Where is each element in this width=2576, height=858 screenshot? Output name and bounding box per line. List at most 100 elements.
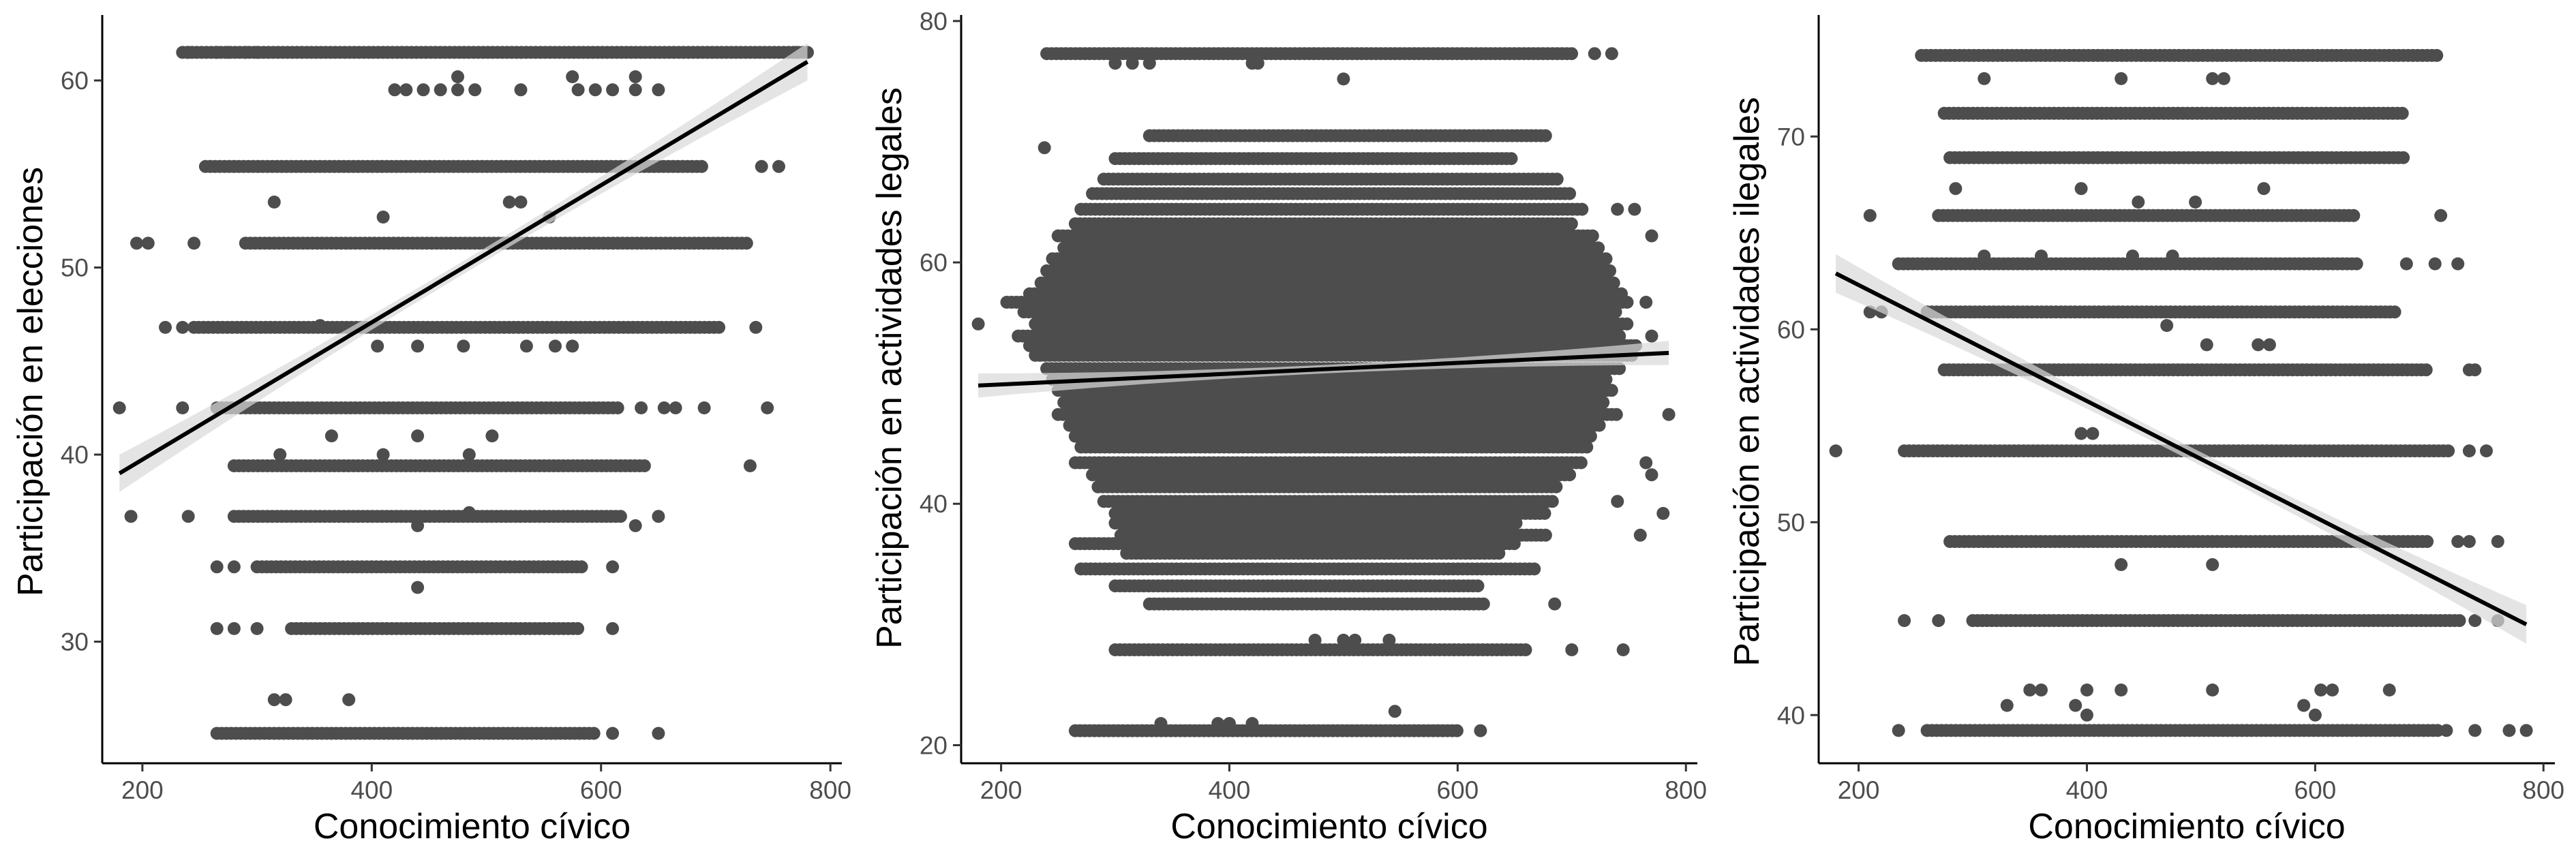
data-point <box>1645 229 1658 243</box>
y-ticks-elections: 30 40 50 60 <box>61 67 102 656</box>
data-point <box>1108 57 1122 70</box>
data-point <box>462 506 476 519</box>
data-point <box>566 70 579 84</box>
y-axis-title-elections: Participación en elecciones <box>11 167 50 596</box>
data-point <box>514 83 528 97</box>
data-point <box>502 196 516 209</box>
data-point <box>1504 152 1518 166</box>
data-point <box>1142 57 1156 70</box>
data-point <box>1565 47 1579 61</box>
x-tick-label: 400 <box>350 776 393 804</box>
data-point <box>1539 528 1552 542</box>
data-point <box>227 622 241 635</box>
data-point <box>1605 47 1618 61</box>
data-point <box>1605 384 1618 397</box>
data-point <box>159 320 172 334</box>
data-point <box>181 46 195 59</box>
x-tick-label: 800 <box>809 776 851 804</box>
data-point <box>587 726 601 740</box>
data-point <box>606 726 620 740</box>
trend-line-elections <box>118 60 809 476</box>
data-point <box>772 159 785 173</box>
data-point <box>628 83 642 97</box>
data-point <box>451 83 464 97</box>
data-point <box>519 339 533 353</box>
data-point <box>416 83 430 97</box>
data-point <box>434 83 447 97</box>
data-point <box>1592 418 1606 432</box>
y-tick-label: 60 <box>61 67 89 95</box>
data-point <box>761 401 774 414</box>
y-tick-label: 40 <box>61 441 89 469</box>
data-point <box>1645 468 1658 482</box>
data-point <box>342 693 356 707</box>
data-point <box>549 339 562 353</box>
data-point <box>371 339 384 353</box>
data-point <box>267 196 281 209</box>
data-point <box>1645 329 1658 343</box>
data-point <box>1662 408 1676 421</box>
data-point <box>743 459 757 472</box>
data-point <box>273 448 287 461</box>
data-point <box>388 83 401 97</box>
data-point <box>222 46 235 59</box>
data-point <box>637 459 651 472</box>
data-point <box>1633 528 1647 542</box>
data-point <box>566 339 579 353</box>
data-point <box>457 339 470 353</box>
data-point <box>141 236 155 250</box>
data-point <box>411 429 425 443</box>
data-point <box>628 70 642 84</box>
data-point <box>712 320 726 334</box>
data-point <box>755 159 768 173</box>
data-point <box>1337 72 1350 86</box>
data-point <box>411 519 425 532</box>
x-tick-label: 200 <box>121 776 164 804</box>
data-point <box>250 622 264 635</box>
data-point <box>606 83 620 97</box>
data-point <box>697 401 711 414</box>
data-point <box>1580 440 1594 454</box>
data-point <box>971 317 985 331</box>
data-point <box>1611 495 1624 508</box>
data-point <box>176 320 190 334</box>
data-point <box>1575 202 1589 216</box>
data-point <box>1609 305 1622 319</box>
y-tick-label: 50 <box>61 254 89 282</box>
data-point <box>399 83 413 97</box>
data-point <box>279 693 292 707</box>
data-point <box>1639 456 1653 470</box>
data-point <box>187 236 201 250</box>
data-point <box>1564 217 1578 230</box>
points-elections <box>112 46 814 740</box>
points-legal <box>971 47 1676 737</box>
data-point <box>1125 57 1139 70</box>
data-point <box>324 429 338 443</box>
data-point <box>1586 229 1599 243</box>
data-point <box>1599 252 1613 266</box>
x-axis-title-elections: Conocimiento cívico <box>314 807 631 846</box>
data-point <box>210 622 224 635</box>
data-point <box>1628 202 1641 216</box>
data-point <box>575 560 588 574</box>
data-point <box>1656 506 1670 520</box>
data-point <box>1251 57 1264 70</box>
data-point <box>1037 141 1051 155</box>
data-point <box>571 83 585 97</box>
data-point <box>130 236 143 250</box>
data-point <box>250 46 264 59</box>
data-point <box>606 560 620 574</box>
data-point <box>1592 241 1605 255</box>
data-point <box>210 560 224 574</box>
data-point <box>485 429 499 443</box>
data-point <box>1563 187 1577 200</box>
data-point <box>652 83 665 97</box>
data-point <box>669 401 682 414</box>
data-point <box>1620 317 1634 331</box>
data-point <box>227 560 241 574</box>
y-tick-label: 30 <box>61 628 89 656</box>
data-point <box>1492 547 1506 560</box>
data-point <box>588 83 602 97</box>
